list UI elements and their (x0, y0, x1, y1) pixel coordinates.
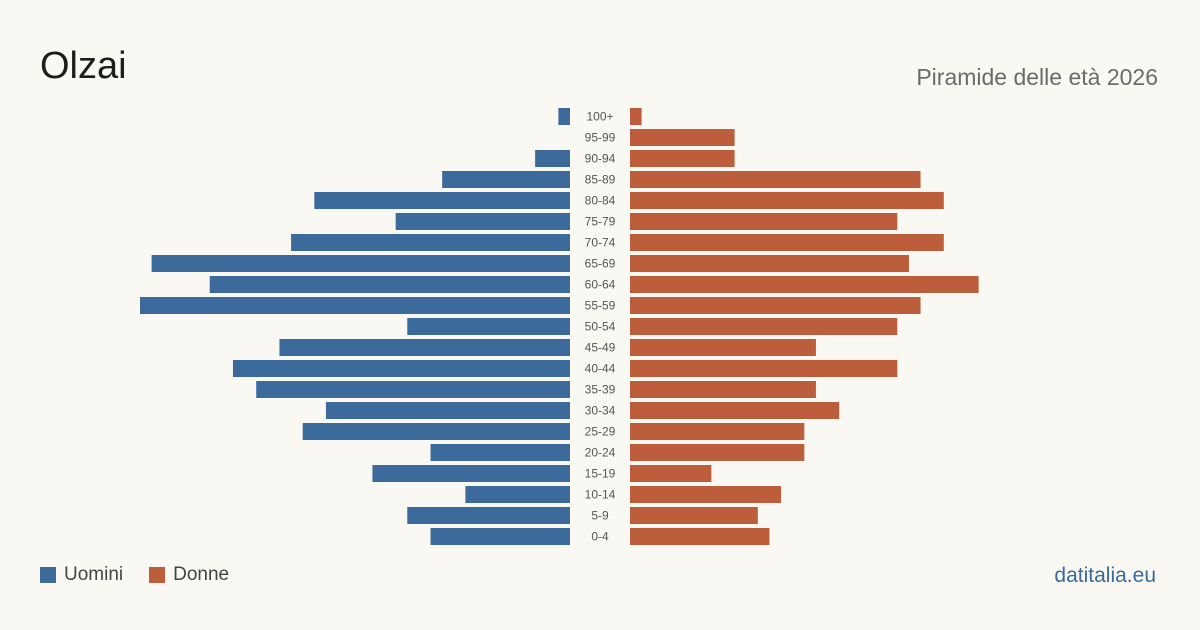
bar-men-30-34 (325, 402, 570, 419)
bar-men-100plus (558, 108, 570, 125)
legend-label-women: Donne (173, 564, 230, 585)
chart-title: Olzai (40, 45, 127, 87)
age-label-90-94: 90-94 (585, 152, 616, 166)
bar-men-50-54 (407, 318, 570, 335)
brand-link[interactable]: datitalia.eu (1054, 564, 1156, 587)
age-label-40-44: 40-44 (585, 362, 616, 376)
age-label-35-39: 35-39 (585, 383, 616, 397)
bar-women-15-19 (630, 465, 712, 482)
age-label-15-19: 15-19 (585, 467, 616, 481)
bar-women-100plus (630, 108, 642, 125)
age-label-65-69: 65-69 (585, 257, 616, 271)
bar-women-55-59 (630, 297, 921, 314)
bar-men-70-74 (291, 234, 570, 251)
bar-men-20-24 (430, 444, 570, 461)
bar-women-5-9 (630, 507, 758, 524)
bar-men-10-14 (465, 486, 570, 503)
bar-women-75-79 (630, 213, 898, 230)
bar-men-55-59 (140, 297, 570, 314)
legend-swatch-men (40, 567, 56, 583)
age-label-10-14: 10-14 (585, 488, 616, 502)
bar-men-60-64 (209, 276, 570, 293)
age-label-60-64: 60-64 (585, 278, 616, 292)
bar-men-85-89 (442, 171, 570, 188)
age-label-45-49: 45-49 (585, 341, 616, 355)
legend-item-women: Donne (149, 564, 229, 586)
age-label-30-34: 30-34 (585, 404, 616, 418)
bar-men-75-79 (395, 213, 570, 230)
bar-men-65-69 (151, 255, 570, 272)
bar-men-45-49 (279, 339, 570, 356)
age-label-55-59: 55-59 (585, 299, 616, 313)
bar-women-80-84 (630, 192, 944, 209)
bar-men-90-94 (535, 150, 570, 167)
bar-men-80-84 (314, 192, 570, 209)
age-label-80-84: 80-84 (585, 194, 616, 208)
bar-men-15-19 (372, 465, 570, 482)
bar-men-0-4 (430, 528, 570, 545)
age-label-20-24: 20-24 (585, 446, 616, 460)
bar-men-35-39 (256, 381, 570, 398)
age-label-85-89: 85-89 (585, 173, 616, 187)
bar-women-70-74 (630, 234, 944, 251)
bar-women-20-24 (630, 444, 805, 461)
bar-men-40-44 (232, 360, 571, 377)
bar-men-25-29 (302, 423, 570, 440)
bar-women-25-29 (630, 423, 805, 440)
bar-women-0-4 (630, 528, 770, 545)
age-label-25-29: 25-29 (585, 425, 616, 439)
age-label-5-9: 5-9 (591, 509, 609, 523)
legend-item-men: Uomini (40, 564, 123, 586)
bar-women-65-69 (630, 255, 909, 272)
legend-label-men: Uomini (64, 564, 124, 585)
age-label-70-74: 70-74 (585, 236, 616, 250)
bar-women-95-99 (630, 129, 735, 146)
bar-women-85-89 (630, 171, 921, 188)
bar-women-30-34 (630, 402, 840, 419)
bar-women-60-64 (630, 276, 979, 293)
bar-women-45-49 (630, 339, 816, 356)
age-label-95-99: 95-99 (585, 131, 616, 145)
legend-swatch-women (149, 567, 166, 583)
bar-women-35-39 (630, 381, 816, 398)
age-label-75-79: 75-79 (585, 215, 616, 229)
chart-subtitle: Piramide delle età 2026 (916, 64, 1158, 90)
age-label-0-4: 0-4 (591, 530, 609, 544)
bar-women-10-14 (630, 486, 782, 503)
bar-men-5-9 (407, 507, 570, 524)
bar-women-40-44 (630, 360, 898, 377)
age-label-100plus: 100+ (586, 110, 613, 124)
age-label-50-54: 50-54 (585, 320, 616, 334)
bar-women-90-94 (630, 150, 735, 167)
bar-women-50-54 (630, 318, 898, 335)
legend: Uomini Donne (40, 564, 255, 586)
